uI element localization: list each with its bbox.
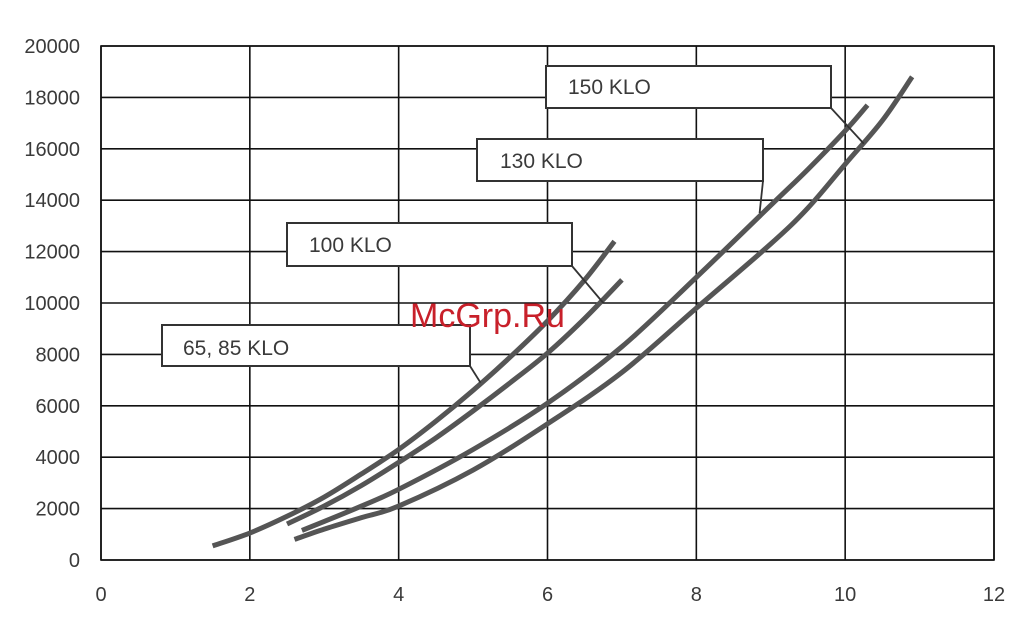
plot-frame <box>100 45 995 561</box>
series-line-1 <box>211 239 617 549</box>
x-tick-label: 12 <box>983 584 1005 606</box>
label-box-130 <box>476 138 764 182</box>
label-boxes: 150 KLO 130 KLO 100 KLO 65, 85 KLO <box>161 65 832 367</box>
y-tick-label: 2000 <box>36 499 81 521</box>
grid <box>100 45 995 561</box>
y-tick-label: 8000 <box>36 344 81 366</box>
y-tick-label: 14000 <box>24 190 80 212</box>
x-tick-label: 0 <box>95 584 106 606</box>
x-tick-label: 10 <box>834 584 856 606</box>
label-box-100 <box>286 222 573 267</box>
y-tick-label: 0 <box>69 550 80 572</box>
y-tick-label: 18000 <box>24 87 80 109</box>
y-tick-label: 6000 <box>36 396 81 418</box>
x-axis-ticks: 0 2 4 6 8 10 12 <box>95 584 1005 606</box>
label-box-65-85 <box>161 324 471 367</box>
series-lines <box>211 75 915 549</box>
series-line-2 <box>285 278 624 527</box>
x-tick-label: 8 <box>691 584 702 606</box>
label-130-klo: 130 KLO <box>500 150 583 173</box>
y-tick-label: 4000 <box>36 447 81 469</box>
leader-line-2 <box>758 180 764 214</box>
label-150-klo: 150 KLO <box>568 76 651 99</box>
series-line-4 <box>293 75 915 542</box>
y-tick-label: 10000 <box>24 293 80 315</box>
y-axis-ticks: 0 2000 4000 6000 8000 10000 12000 14000 16000 180… <box>24 36 80 572</box>
watermark: McGrp.Ru <box>410 297 565 335</box>
series-line-3 <box>300 103 870 533</box>
y-tick-label: 12000 <box>24 242 80 264</box>
label-box-150 <box>545 65 832 109</box>
leader-line-1 <box>830 107 865 145</box>
x-tick-label: 2 <box>244 584 255 606</box>
leader-line-3 <box>571 265 604 304</box>
y-tick-label: 16000 <box>24 139 80 161</box>
label-100-klo: 100 KLO <box>309 234 392 257</box>
x-tick-label: 4 <box>393 584 404 606</box>
y-tick-label: 20000 <box>24 36 80 58</box>
label-leaders <box>469 107 865 384</box>
label-65-85-klo: 65, 85 KLO <box>183 337 289 360</box>
x-tick-label: 6 <box>542 584 553 606</box>
leader-line-4 <box>469 365 482 384</box>
